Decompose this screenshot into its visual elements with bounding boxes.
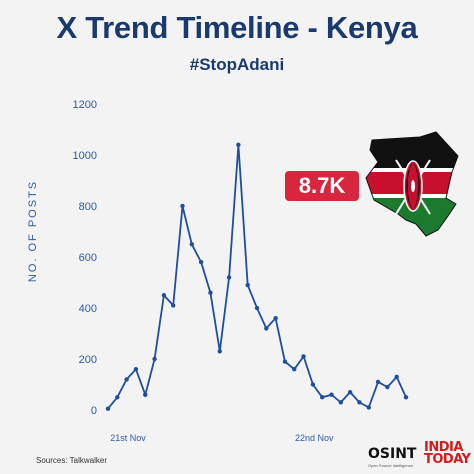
- data-point: [375, 379, 381, 385]
- data-point: [124, 377, 129, 382]
- y-tick-label: 200: [79, 354, 97, 366]
- data-point: [319, 395, 325, 400]
- data-point: [347, 389, 353, 395]
- data-point: [226, 275, 232, 280]
- data-point: [394, 374, 399, 380]
- data-point: [161, 293, 167, 298]
- data-point: [282, 359, 288, 364]
- kenya-flag-map-icon: [365, 131, 459, 237]
- data-point: [264, 326, 269, 331]
- series-line: [107, 144, 407, 410]
- x-tick-label: 22nd Nov: [295, 433, 334, 443]
- data-point: [105, 406, 111, 411]
- y-tick-label: 1200: [73, 99, 97, 111]
- data-point: [245, 282, 250, 288]
- x-tick-label: 21st Nov: [110, 433, 146, 443]
- x-tick-labels: 21st Nov 22nd Nov: [110, 433, 334, 443]
- y-tick-label: 800: [79, 201, 97, 213]
- y-tick-label: 1000: [73, 150, 97, 162]
- data-point: [338, 400, 344, 405]
- osint-logo: OSINT: [368, 446, 417, 462]
- data-point: [208, 290, 213, 295]
- india-today-logo: INDIA TODAY: [424, 440, 471, 467]
- data-point: [217, 349, 222, 354]
- data-point: [385, 384, 390, 390]
- data-point: [115, 395, 120, 400]
- source-note: Sources: Talkwalker: [36, 456, 107, 465]
- y-tick-label: 400: [79, 303, 97, 315]
- data-point: [273, 316, 278, 321]
- total-posts-badge: 8.7K: [285, 171, 359, 201]
- data-point: [143, 392, 148, 397]
- data-point: [357, 400, 362, 405]
- data-point: [152, 356, 157, 362]
- page-title: X Trend Timeline - Kenya: [56, 10, 418, 45]
- y-tick-label: 600: [79, 252, 97, 264]
- y-tick-labels: 0 200 400 600 800 1000 1200: [73, 99, 97, 417]
- hashtag-subtitle: #StopAdani: [189, 55, 285, 74]
- data-point: [310, 382, 316, 387]
- data-point: [301, 354, 306, 359]
- osint-logo-tagline: Open Source Intelligence: [368, 463, 413, 468]
- data-point: [180, 203, 185, 209]
- data-point: [254, 305, 260, 311]
- data-point: [198, 259, 204, 265]
- data-point: [329, 392, 334, 397]
- data-point: [292, 367, 297, 372]
- data-point: [170, 303, 176, 308]
- data-point: [366, 405, 371, 410]
- data-point: [403, 395, 409, 400]
- y-tick-label: 0: [91, 405, 97, 417]
- data-point: [236, 142, 241, 147]
- data-point: [189, 242, 195, 247]
- data-point: [133, 367, 139, 372]
- data-points: [105, 142, 409, 411]
